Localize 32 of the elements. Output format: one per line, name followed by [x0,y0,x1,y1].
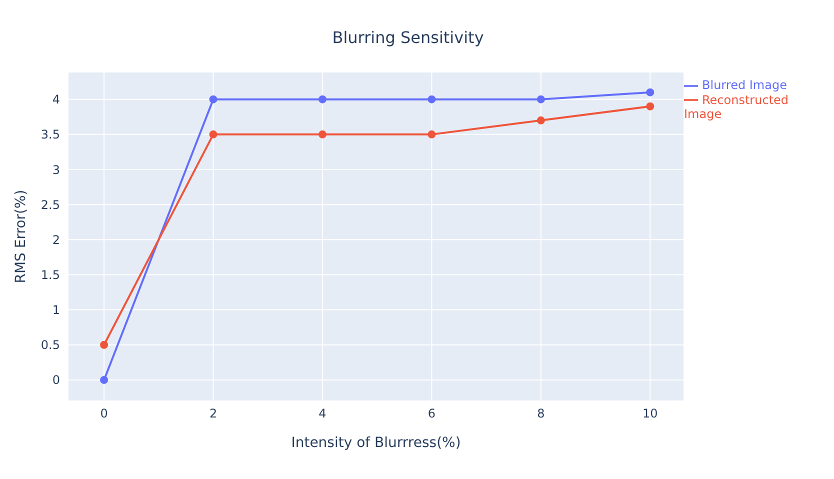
x-tick-label: 4 [318,406,326,421]
point [318,130,326,138]
point [536,95,545,104]
chart-title: Blurring Sensitivity [331,28,485,47]
x-tick-label: 6 [428,406,436,421]
x-tick-label: 0 [100,406,108,421]
y-tick-label: 1.5 [40,268,60,282]
y-axis-title: RMS Error(%) [12,190,29,284]
x-tick-label: 10 [642,406,658,421]
point [209,95,218,104]
x-tick-label: 2 [209,406,218,421]
x-tick-label: 8 [537,406,545,421]
y-tick-label: 0 [52,373,60,388]
x-axis-title: Intensity of Blurrress(%) [291,435,461,451]
y-tick-label: 1 [52,303,60,318]
point [318,95,326,104]
point [428,95,436,104]
point [646,88,654,96]
point [428,130,436,138]
legend-label: Blurred Image [702,78,787,92]
point [209,130,218,138]
y-tick-label: 4 [52,92,60,107]
y-tick-label: 3.5 [40,128,60,142]
y-tick-label: 2.5 [40,198,60,212]
y-tick-label: 0.5 [40,338,60,352]
point [646,102,654,110]
y-tick-label: 3 [52,162,60,177]
point [100,376,108,384]
point [100,340,108,349]
y-tick-label: 2 [52,232,60,247]
point [536,116,545,124]
legend-label: Reconstructed Image [684,92,789,122]
